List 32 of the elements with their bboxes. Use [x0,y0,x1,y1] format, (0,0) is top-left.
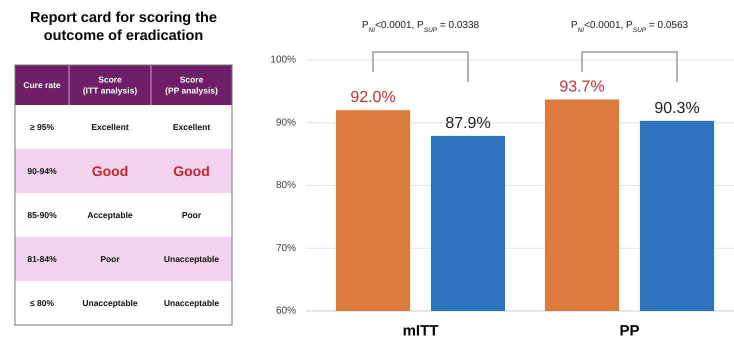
data-label: 90.3% [654,100,700,117]
text: Cure rate [23,80,61,90]
text: Unacceptable [82,298,138,308]
text: 85-90% [27,210,58,220]
y-tick-label: 70% [276,242,296,254]
text: Score (PP analysis) [165,74,218,96]
y-tick-label: 100% [270,54,296,66]
text: ≥ 95% [30,122,54,132]
text: Report card for scoring the outcome of eradication [30,10,217,44]
y-tick-label: 60% [276,306,296,316]
x-tick-label: PP [619,322,640,340]
text: P$_{NI}$<0.0001, P$_{SUP}$ = 0.0563 [570,20,689,34]
text: 90-94% [27,166,58,176]
text: ≤ 80% [30,298,54,308]
y-tick-label: 90% [276,117,296,128]
data-label: 92.0% [350,89,396,106]
x-tick-label: mITT [402,322,438,340]
text: Good [173,163,210,179]
data-label: 87.9% [445,114,491,132]
text: Poor [100,254,120,264]
text: Unacceptable [164,254,220,264]
text: Excellent [91,122,129,132]
y-tick-label: 80% [276,180,296,191]
text: P$_{NI}$<0.0001, P$_{SUP}$ = 0.0338 [362,20,480,34]
text: Poor [182,210,202,220]
text: Good [92,163,128,179]
text: 81-84% [27,254,58,264]
data-label: 93.7% [559,78,605,96]
text: Unacceptable [164,298,220,308]
text: Acceptable [87,210,133,220]
text: Excellent [172,122,210,132]
text: Score (ITT analysis) [82,74,138,96]
